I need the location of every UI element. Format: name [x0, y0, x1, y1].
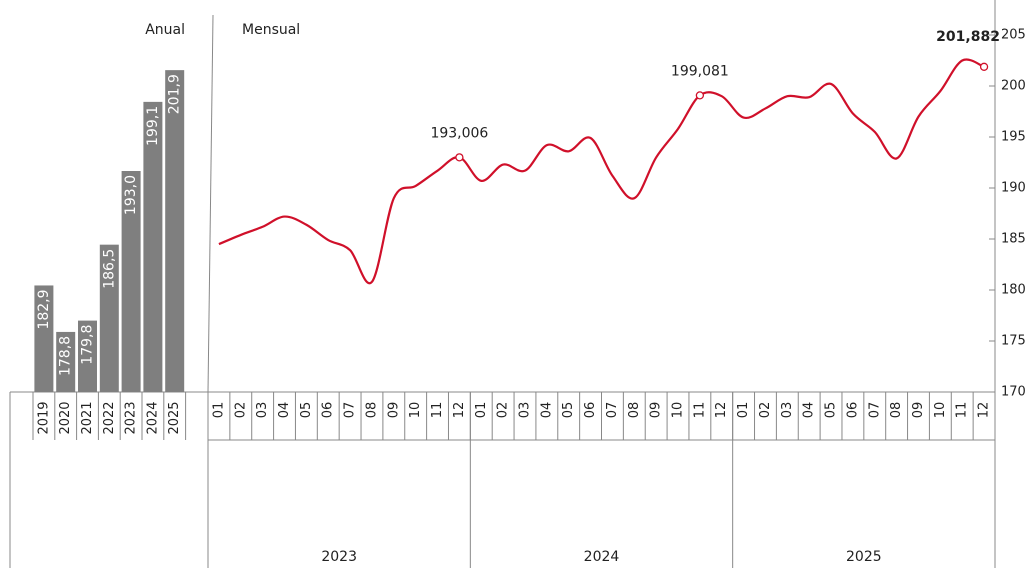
- x-tick-label: 07: [605, 402, 620, 419]
- y-tick-label: 185: [1001, 232, 1026, 247]
- x-tick-label: 10: [671, 402, 686, 419]
- y-tick-label: 205: [1001, 28, 1026, 43]
- bar: [99, 244, 119, 392]
- divider: [207, 14, 214, 393]
- point-marker: [695, 91, 705, 100]
- point-marker: [979, 62, 989, 71]
- x-tick-label: 06: [321, 402, 336, 419]
- x-tick-label: 2021: [80, 401, 95, 434]
- x-tick-label: 05: [299, 402, 314, 419]
- x-tick-label: 02: [758, 402, 773, 419]
- y-tick-label: 180: [1001, 283, 1026, 298]
- bar: [34, 285, 54, 392]
- panel-title: Mensual: [242, 22, 300, 38]
- bar-label: 193,0: [123, 175, 139, 215]
- y-tick-label: 190: [1001, 181, 1026, 196]
- x-tick-label: 02: [233, 402, 248, 419]
- x-tick-label: 02: [496, 402, 511, 419]
- x-tick-label: 05: [561, 402, 576, 419]
- y-tick-label: 195: [1001, 130, 1026, 145]
- bar-label: 178,8: [58, 336, 74, 376]
- bar: [78, 320, 97, 392]
- line: [218, 58, 985, 285]
- x-tick-label: 04: [277, 402, 292, 419]
- bar-label: 201,9: [167, 74, 183, 114]
- bar-label: 186,5: [101, 249, 117, 289]
- x-tick-label: 11: [692, 402, 707, 419]
- x-tick-label: 03: [780, 402, 795, 419]
- y-tick-label: 170: [1001, 385, 1026, 400]
- bar-label: 182,9: [36, 289, 52, 329]
- x-tick-label: 07: [867, 402, 882, 419]
- x-tick-label: 05: [824, 402, 839, 419]
- x-tick-label: 2023: [124, 401, 139, 434]
- point-marker: [455, 153, 464, 162]
- group-label: 2024: [584, 549, 620, 565]
- bar: [56, 331, 76, 392]
- bar: [165, 70, 185, 392]
- x-tick-label: 01: [211, 402, 226, 419]
- x-tick-label: 2022: [102, 401, 117, 434]
- x-tick-label: 12: [714, 402, 729, 419]
- point-label: 193,006: [430, 125, 488, 141]
- x-tick-label: 01: [736, 402, 751, 419]
- x-tick-label: 03: [517, 402, 532, 419]
- x-tick-label: 04: [539, 402, 554, 419]
- x-tick-label: 09: [911, 402, 926, 419]
- x-tick-label: 08: [889, 402, 904, 419]
- panel-title: Anual: [145, 22, 185, 38]
- x-tick-label: 09: [386, 402, 401, 419]
- x-tick-label: 04: [802, 402, 817, 419]
- bar: [143, 101, 163, 392]
- x-tick-label: 09: [649, 402, 664, 419]
- x-tick-label: 12: [977, 402, 992, 419]
- x-tick-label: 11: [955, 402, 970, 419]
- x-tick-label: 11: [430, 402, 445, 419]
- x-tick-label: 2024: [145, 401, 160, 434]
- x-tick-label: 10: [933, 402, 948, 419]
- point-label: 201,882: [936, 29, 1000, 45]
- bar-label: 179,8: [80, 325, 96, 365]
- x-tick-label: 01: [474, 402, 489, 419]
- x-tick-label: 10: [408, 402, 423, 419]
- bar-label: 199,1: [145, 106, 161, 146]
- x-tick-label: 06: [845, 402, 860, 419]
- x-tick-label: 08: [364, 402, 379, 419]
- x-tick-label: 12: [452, 402, 467, 419]
- x-tick-label: 07: [343, 402, 358, 419]
- x-tick-label: 2019: [36, 401, 51, 434]
- group-label: 2025: [846, 549, 882, 565]
- y-tick-label: 200: [1001, 79, 1026, 94]
- point-label: 199,081: [671, 63, 729, 79]
- bar: [121, 171, 141, 392]
- x-tick-label: 03: [255, 402, 270, 419]
- group-label: 2023: [321, 549, 357, 565]
- x-tick-label: 2025: [167, 401, 182, 434]
- y-tick-label: 175: [1001, 334, 1026, 349]
- x-tick-label: 06: [583, 402, 598, 419]
- x-tick-label: 2020: [58, 401, 73, 434]
- x-tick-label: 08: [627, 402, 642, 419]
